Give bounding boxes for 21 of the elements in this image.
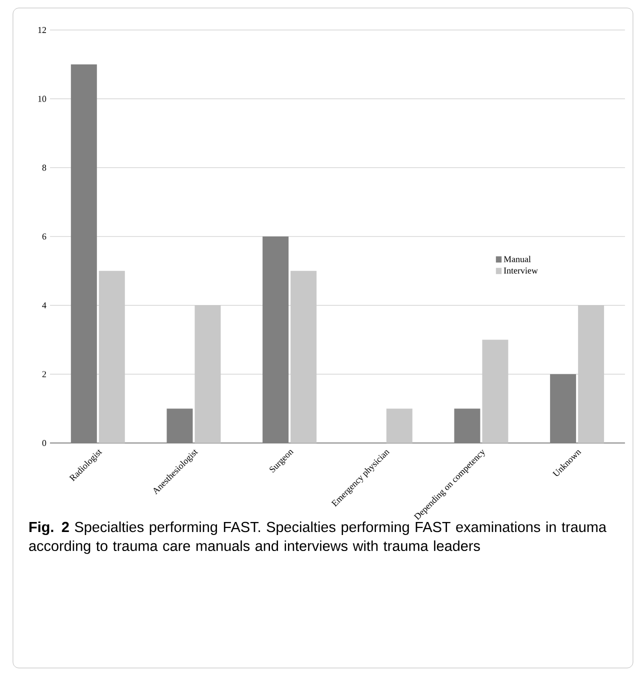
legend-label: Manual — [504, 256, 531, 262]
y-tick-label: 8 — [42, 164, 46, 171]
bar — [482, 340, 508, 443]
y-tick-label: 0 — [42, 440, 46, 446]
bar — [386, 408, 412, 443]
y-tick-label: 12 — [38, 27, 46, 33]
bar — [194, 305, 221, 443]
bar — [166, 408, 193, 443]
bar — [290, 270, 317, 443]
text: Fig. 2 Specialties performing FAST. Specialties performing FAST examinations in trauma according to trauma care manuals and interviews with trauma leaders — [29, 522, 606, 554]
y-tick-label: 6 — [42, 233, 46, 240]
legend-label: Interview — [504, 268, 538, 274]
bar — [550, 374, 576, 443]
bar — [70, 64, 97, 443]
y-tick-label: 2 — [42, 371, 46, 378]
bar — [578, 305, 604, 443]
bar — [262, 236, 289, 443]
bar — [454, 408, 480, 443]
y-tick-label: 4 — [42, 302, 46, 308]
bar — [98, 270, 125, 443]
y-tick-label: 10 — [38, 96, 46, 102]
